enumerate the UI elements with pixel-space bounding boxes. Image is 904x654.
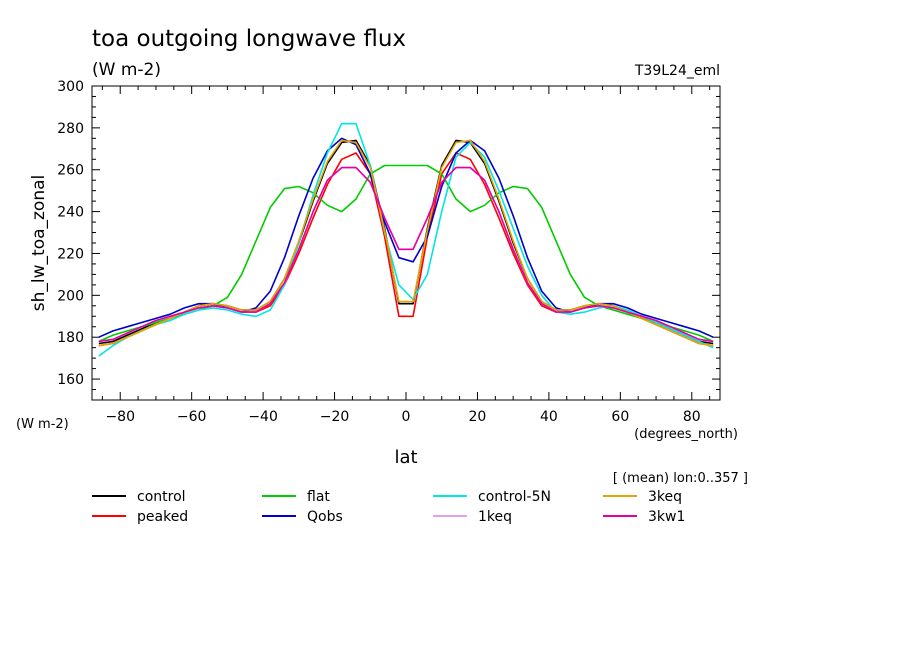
y-tick-label: 160 [57, 372, 84, 388]
legend-item: 3kw1 [603, 509, 685, 525]
x-tick-label: 20 [469, 409, 487, 425]
series-line-1keq [98, 166, 714, 343]
x-axis-label: lat [394, 447, 417, 468]
legend-item: flat [262, 489, 330, 505]
y-tick-labels: 160 180 200 220 240 260 280 300 [57, 79, 84, 388]
y-tick-label: 300 [57, 79, 84, 95]
y-tick-label: 240 [57, 205, 84, 221]
legend: control peaked flat Qobs control-5N 1keq 3keq 3… [92, 489, 685, 525]
legend-item: 1keq [433, 509, 512, 525]
legend-label: control-5N [478, 489, 551, 505]
legend-item: control-5N [433, 489, 551, 505]
legend-label: 3keq [648, 489, 682, 505]
x-tick-label: 0 [402, 409, 411, 425]
y-unit-label: (W m-2) [16, 417, 69, 432]
legend-label: 1keq [478, 509, 512, 525]
series-line-control-5n [98, 122, 714, 357]
x-tick-label: 60 [611, 409, 629, 425]
legend-label: Qobs [307, 509, 343, 525]
x-unit-label: (degrees_north) [634, 427, 738, 442]
legend-label: control [137, 489, 186, 505]
y-tick-label: 280 [57, 121, 84, 137]
series-line-3keq [98, 139, 714, 347]
series-lines [98, 122, 714, 357]
series-line-qobs [98, 137, 714, 338]
legend-item: Qobs [262, 509, 343, 525]
legend-label: peaked [137, 509, 188, 525]
y-tick-label: 220 [57, 246, 84, 262]
mean-note: [ (mean) lon:0..357 ] [613, 471, 748, 486]
x-tick-label: 80 [683, 409, 701, 425]
legend-label: flat [307, 489, 330, 505]
y-tick-label: 180 [57, 330, 84, 346]
y-tick-label: 200 [57, 288, 84, 304]
legend-label: 3kw1 [648, 509, 685, 525]
series-line-flat [98, 164, 714, 343]
x-tick-label: −60 [177, 409, 207, 425]
x-tick-labels: −80 −60 −40 −20 0 20 40 60 80 [105, 409, 700, 425]
legend-item: peaked [92, 509, 188, 525]
series-line-3kw1 [98, 166, 714, 343]
axis-ticks [92, 86, 720, 400]
chart-subtitle: (W m-2) [92, 60, 161, 80]
plot-frame [91, 85, 721, 401]
legend-item: 3keq [603, 489, 682, 505]
x-tick-label: 40 [540, 409, 558, 425]
legend-item: control [92, 489, 186, 505]
x-tick-label: −80 [105, 409, 135, 425]
x-tick-label: −20 [320, 409, 350, 425]
y-tick-label: 260 [57, 163, 84, 179]
run-label: T39L24_eml [634, 63, 720, 79]
x-tick-label: −40 [248, 409, 278, 425]
chart-title: toa outgoing longwave flux [92, 26, 406, 52]
y-axis-label: sh_lw_toa_zonal [29, 175, 49, 311]
